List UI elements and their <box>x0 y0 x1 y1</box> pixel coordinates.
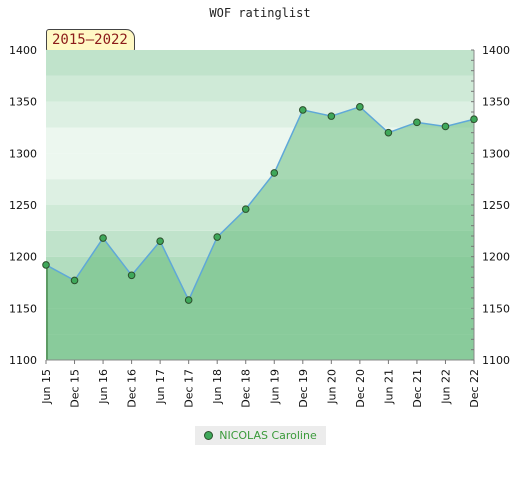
x-tick-label: Dec 21 <box>411 369 424 408</box>
data-point <box>213 233 221 241</box>
background-band <box>46 101 474 128</box>
x-tick-label: Jun 19 <box>268 369 281 405</box>
x-tick-label: Dec 20 <box>354 369 367 408</box>
x-tick-label: Jun 21 <box>382 369 395 405</box>
chart-title: WOF ratinglist <box>209 6 311 20</box>
background-band <box>46 75 474 102</box>
data-point <box>384 128 393 137</box>
y-tick-label-right: 1250 <box>482 199 510 212</box>
series-area <box>46 106 474 360</box>
y-tick-label-right: 1200 <box>482 251 510 264</box>
data-point <box>356 103 364 111</box>
data-point <box>441 122 450 131</box>
data-point <box>270 169 279 177</box>
x-tick-label: Jun 17 <box>154 369 167 405</box>
x-tick-label: Jun 16 <box>97 369 110 405</box>
y-tick-label-right: 1350 <box>482 96 510 109</box>
y-tick-label-left: 1200 <box>9 251 37 264</box>
x-tick-label: Dec 15 <box>69 369 82 408</box>
data-point <box>70 276 79 285</box>
background-band <box>46 50 474 76</box>
x-tick-label: Dec 17 <box>183 369 196 408</box>
y-tick-label-right: 1400 <box>482 44 510 57</box>
series-line <box>45 105 475 302</box>
x-tick-label: Dec 22 <box>468 369 481 408</box>
x-tick-label: Dec 19 <box>297 369 310 408</box>
data-point <box>241 205 250 213</box>
y-tick-label-left: 1150 <box>9 302 37 315</box>
data-point <box>156 237 164 245</box>
y-tick-label-right: 1150 <box>482 302 510 315</box>
data-point <box>327 112 336 120</box>
legend-marker-icon <box>204 431 214 440</box>
y-tick-label-left: 1350 <box>9 96 37 109</box>
data-point <box>42 261 50 269</box>
y-tick-label-left: 1250 <box>9 199 37 212</box>
x-tick-label: Jun 22 <box>439 369 452 405</box>
data-point <box>184 296 193 304</box>
y-tick-label-right: 1300 <box>482 147 510 160</box>
data-point <box>470 115 478 124</box>
x-tick-label: Jun 20 <box>325 369 338 405</box>
y-tick-label-right: 1100 <box>482 354 510 367</box>
x-tick-label: Dec 16 <box>126 369 139 408</box>
y-tick-label-left: 1300 <box>9 147 37 160</box>
legend-series-label: NICOLAS Caroline <box>219 429 317 442</box>
y-tick-label-left: 1400 <box>9 44 37 57</box>
x-tick-label: Jun 18 <box>211 369 224 405</box>
data-point <box>127 271 136 280</box>
x-tick-label: Dec 18 <box>240 369 253 408</box>
x-tick-label: Jun 15 <box>40 369 53 405</box>
data-point <box>413 118 421 127</box>
data-point <box>99 234 107 242</box>
legend[interactable]: NICOLAS Caroline <box>195 426 326 445</box>
data-point <box>299 106 307 114</box>
y-tick-label-left: 1100 <box>9 354 37 367</box>
